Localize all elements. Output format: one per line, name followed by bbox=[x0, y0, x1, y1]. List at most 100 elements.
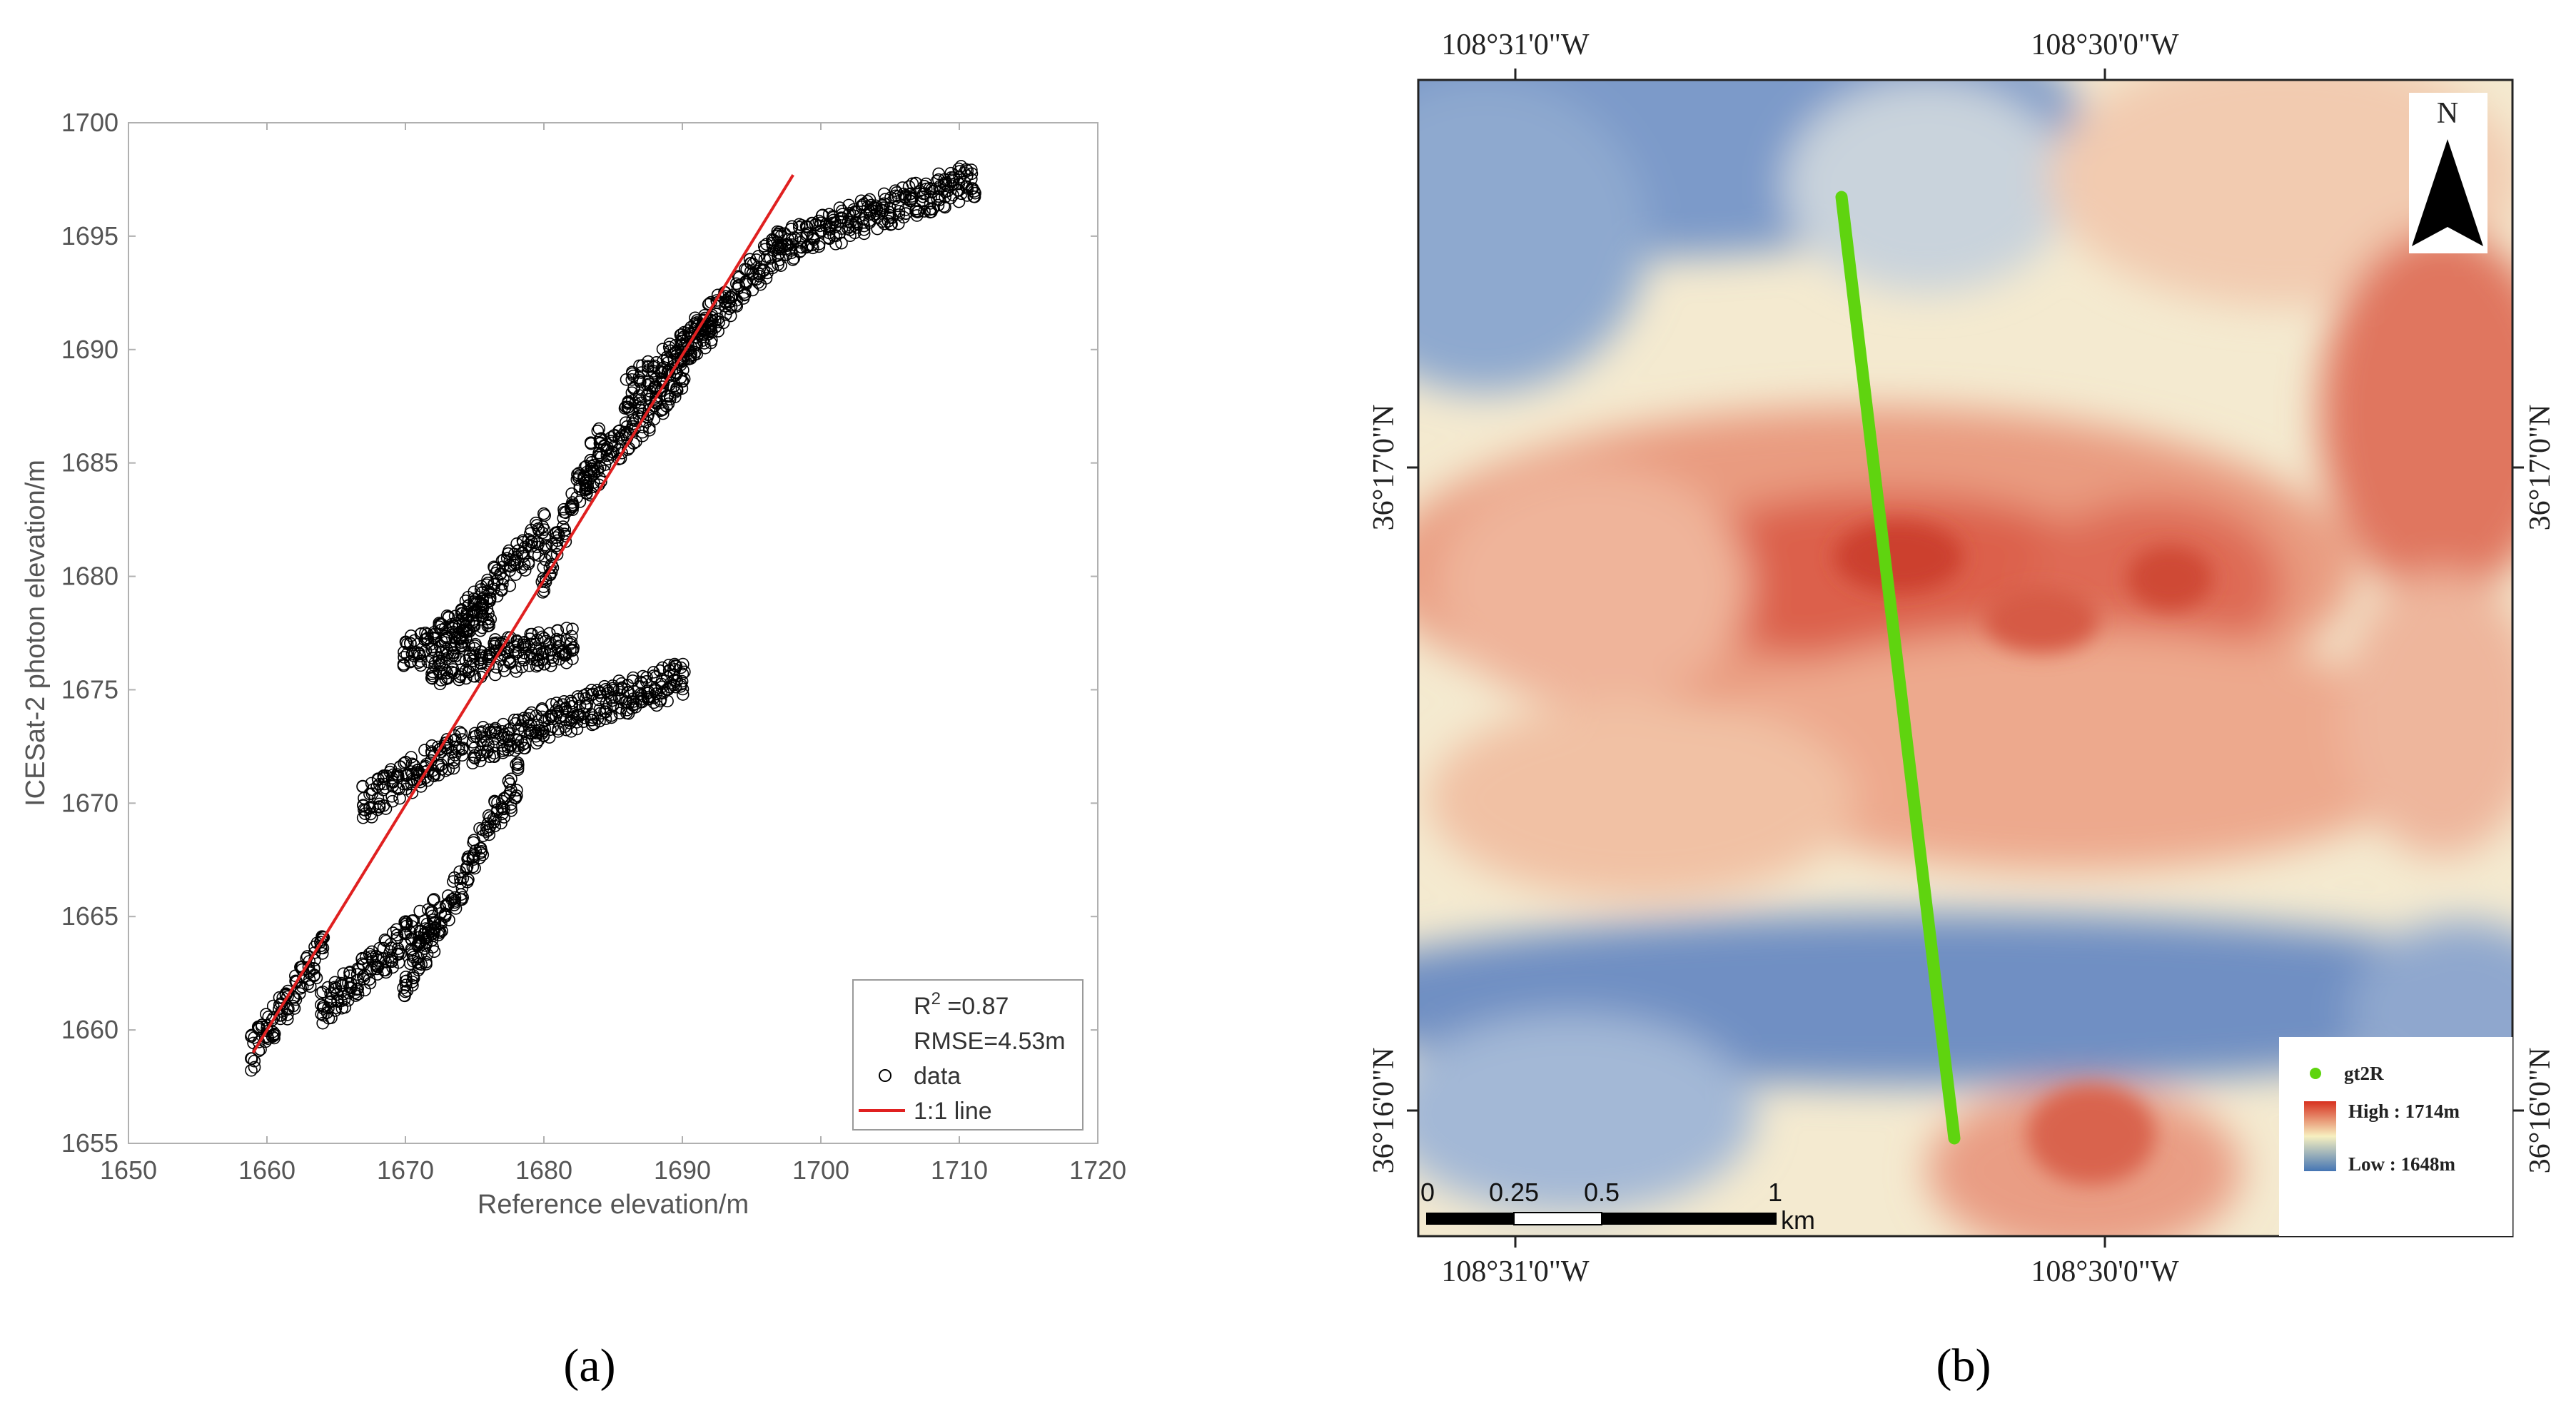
data-point bbox=[518, 564, 532, 577]
data-point bbox=[677, 363, 690, 377]
data-point bbox=[433, 620, 445, 633]
data-point bbox=[924, 206, 936, 219]
data-point bbox=[606, 699, 620, 712]
data-point bbox=[827, 213, 840, 227]
data-point bbox=[286, 999, 300, 1013]
right-lat-label: 36°17'0"N bbox=[2524, 405, 2557, 531]
data-point bbox=[661, 670, 674, 684]
data-point bbox=[889, 184, 902, 198]
data-point bbox=[468, 861, 481, 875]
data-point bbox=[675, 674, 689, 688]
data-point bbox=[570, 722, 584, 736]
data-point bbox=[750, 273, 763, 286]
data-point bbox=[480, 578, 493, 592]
data-point bbox=[460, 672, 473, 685]
data-point bbox=[426, 769, 440, 782]
data-point bbox=[556, 520, 570, 533]
data-point bbox=[488, 750, 501, 764]
data-point bbox=[463, 624, 476, 638]
data-point bbox=[857, 227, 871, 241]
data-point bbox=[647, 413, 661, 426]
data-point bbox=[428, 893, 440, 906]
data-point bbox=[595, 432, 608, 445]
data-point bbox=[335, 994, 348, 1008]
data-point bbox=[453, 630, 467, 644]
data-point bbox=[377, 769, 390, 782]
data-point bbox=[598, 458, 612, 471]
data-point bbox=[605, 691, 617, 704]
data-point bbox=[455, 639, 469, 653]
data-point bbox=[455, 632, 469, 644]
data-point bbox=[566, 643, 580, 657]
data-point bbox=[412, 656, 425, 669]
data-point bbox=[425, 904, 438, 918]
data-point bbox=[294, 982, 308, 995]
data-point bbox=[850, 221, 863, 234]
x-tick-label: 1700 bbox=[792, 1155, 849, 1185]
y-axis: 1655 1660 1665 1670 1675 1680 1685 1690 1695 1700 bbox=[61, 108, 1098, 1158]
data-point bbox=[322, 1011, 335, 1025]
data-point bbox=[266, 1030, 279, 1043]
data-point bbox=[467, 658, 480, 672]
data-point bbox=[946, 173, 959, 186]
legend-r2: R2 =0.87 bbox=[914, 989, 1009, 1020]
data-point bbox=[405, 765, 418, 778]
scale-bar-segment bbox=[1426, 1213, 1514, 1225]
data-point bbox=[480, 612, 493, 626]
data-point bbox=[426, 669, 440, 682]
data-point bbox=[531, 727, 545, 740]
data-point bbox=[406, 978, 419, 992]
data-point bbox=[892, 199, 904, 213]
data-point bbox=[462, 624, 475, 637]
data-point bbox=[414, 654, 427, 668]
data-point bbox=[585, 462, 598, 475]
data-point bbox=[425, 739, 438, 752]
data-point bbox=[557, 512, 570, 525]
x-tick-label: 1690 bbox=[654, 1155, 711, 1185]
data-point bbox=[495, 816, 507, 830]
data-point bbox=[641, 684, 655, 697]
data-point bbox=[730, 300, 744, 313]
north-arrow: N bbox=[2409, 93, 2487, 253]
data-point bbox=[835, 222, 849, 235]
data-point bbox=[467, 613, 480, 627]
data-point bbox=[412, 964, 425, 977]
data-point bbox=[944, 191, 957, 205]
data-point bbox=[722, 291, 736, 305]
data-point bbox=[510, 784, 523, 797]
data-point bbox=[607, 691, 621, 704]
y-tick-label: 1700 bbox=[61, 108, 118, 137]
data-point bbox=[496, 794, 509, 808]
data-point bbox=[634, 396, 647, 410]
data-point bbox=[605, 448, 618, 461]
data-point bbox=[488, 725, 502, 739]
data-point bbox=[405, 629, 418, 642]
data-point bbox=[425, 667, 438, 680]
data-point bbox=[433, 652, 446, 665]
data-point bbox=[488, 560, 500, 574]
data-point bbox=[363, 947, 376, 961]
data-point bbox=[965, 182, 979, 196]
data-point bbox=[343, 969, 356, 983]
y-tick-label: 1675 bbox=[61, 674, 118, 704]
data-point bbox=[875, 199, 889, 212]
data-points bbox=[245, 160, 981, 1077]
legend-data-label: data bbox=[914, 1063, 961, 1090]
data-point bbox=[566, 622, 579, 636]
data-point bbox=[453, 725, 466, 739]
data-point bbox=[407, 645, 420, 659]
data-point bbox=[613, 707, 627, 719]
data-point bbox=[661, 694, 674, 708]
data-point bbox=[480, 602, 494, 616]
data-point bbox=[537, 507, 550, 520]
data-point bbox=[522, 712, 535, 725]
data-point bbox=[289, 993, 303, 1006]
data-point bbox=[678, 665, 691, 679]
data-point bbox=[829, 238, 842, 251]
y-tick-label: 1670 bbox=[61, 788, 118, 817]
y-axis-title: ICESat-2 photon elevation/m bbox=[21, 460, 51, 806]
data-point bbox=[653, 664, 667, 677]
data-point bbox=[958, 166, 971, 179]
data-point bbox=[805, 238, 819, 252]
data-point bbox=[476, 602, 490, 615]
